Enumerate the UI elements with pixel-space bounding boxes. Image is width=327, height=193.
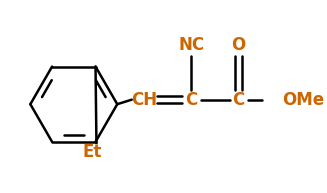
- Text: C: C: [232, 91, 245, 109]
- Text: C: C: [185, 91, 198, 109]
- Text: OMe: OMe: [282, 91, 324, 109]
- Text: CH: CH: [131, 91, 158, 109]
- Text: Et: Et: [82, 143, 102, 161]
- Text: NC: NC: [179, 36, 205, 54]
- Text: O: O: [232, 36, 246, 54]
